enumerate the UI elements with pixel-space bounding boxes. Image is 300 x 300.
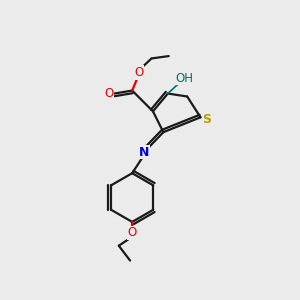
- Text: O: O: [128, 226, 137, 239]
- Text: S: S: [202, 113, 211, 126]
- Text: O: O: [104, 87, 114, 100]
- Text: OH: OH: [175, 72, 193, 85]
- Text: N: N: [139, 146, 149, 159]
- Text: O: O: [134, 66, 143, 79]
